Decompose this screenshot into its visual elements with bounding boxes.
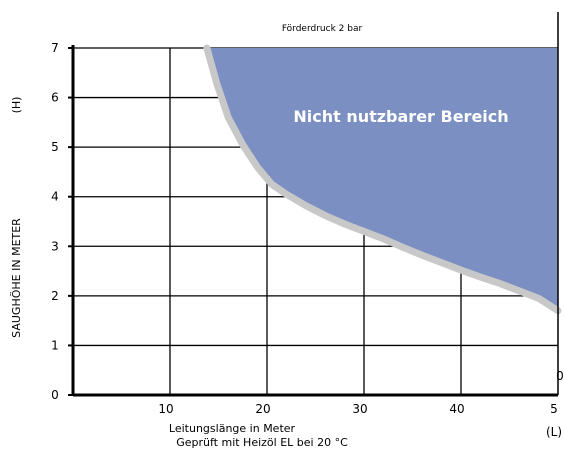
- x-tick-label: 10: [158, 402, 173, 416]
- x-tick-labels: 10 20 30 40 5: [158, 402, 557, 416]
- y-tick-label: 6: [51, 91, 59, 105]
- boundary-curve: [203, 44, 562, 315]
- x-axis-unit: (L): [546, 425, 562, 439]
- x-tick-label: 40: [449, 402, 464, 416]
- y-tick-label: 1: [51, 338, 59, 352]
- x-axis-label: Leitungslänge in Meter: [169, 422, 296, 435]
- x-tick-label: 5: [550, 402, 558, 416]
- y-tick-label: 4: [51, 190, 59, 204]
- y-axis-unit: (H): [10, 97, 23, 114]
- y-tick-label: 7: [51, 41, 59, 55]
- axes: [71, 12, 559, 397]
- y-tick-label: 0: [51, 388, 59, 402]
- x-tick-label: 30: [352, 402, 367, 416]
- y-tick-label: 2: [51, 289, 59, 303]
- region-label: Nicht nutzbarer Bereich: [293, 107, 508, 126]
- right-corner-label: 0: [556, 369, 564, 383]
- y-axis-label: SAUGHÖHE IN METER: [10, 218, 23, 338]
- x-axis-note: Geprüft mit Heizöl EL bei 20 °C: [176, 436, 348, 449]
- chart-title: Förderdruck 2 bar: [282, 24, 363, 34]
- y-tick-label: 5: [51, 140, 59, 154]
- x-tick-label: 20: [255, 402, 270, 416]
- y-tick-labels: 0 1 2 3 4 5 6 7: [51, 41, 73, 402]
- y-tick-label: 3: [51, 239, 59, 253]
- unusable-region: [206, 48, 559, 311]
